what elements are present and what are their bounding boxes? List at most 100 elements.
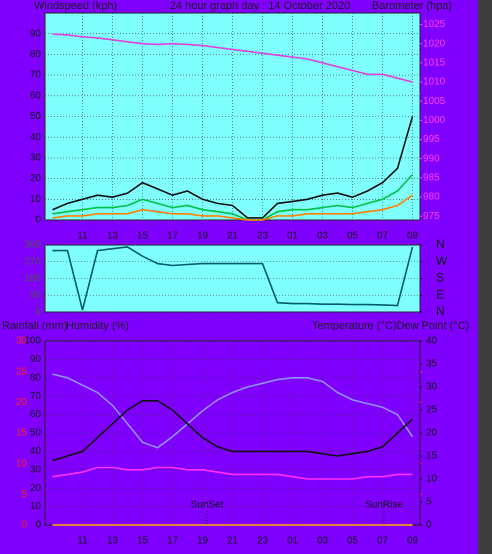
y2-tick-label: N	[436, 237, 445, 251]
y2-tick-label: N	[436, 304, 445, 318]
y-tick-label: 80	[30, 49, 42, 60]
y2-tick-label: 35	[426, 359, 438, 370]
y2-tick-label: 1015	[423, 57, 446, 68]
y-tick-label: 20	[30, 483, 42, 494]
y2-tick-label: 1000	[423, 115, 446, 126]
y-tick-label: 40	[30, 446, 42, 457]
y2-tick-label: 985	[423, 172, 440, 183]
y2-tick-label: 25	[426, 405, 438, 416]
side-strip	[478, 0, 492, 554]
x-tick-label: 13	[107, 536, 119, 547]
x-tick-label: 23	[257, 231, 269, 242]
y-tick-label: 90	[30, 354, 42, 365]
y-tick-label: 50	[30, 111, 42, 122]
y2-tick-label: 10	[426, 474, 438, 485]
y-tick-label: 180	[24, 273, 41, 284]
x-tick-label: 17	[167, 536, 179, 547]
y2-tick-label: 995	[423, 134, 440, 145]
y-tick-label: 270	[24, 256, 41, 267]
x-tick-label: 07	[377, 536, 389, 547]
y-tick-label: 30	[30, 464, 42, 475]
series-line	[52, 246, 414, 311]
y3-tick-label: 30	[16, 336, 28, 347]
y-tick-label: 90	[30, 28, 42, 39]
y-tick-label: 0	[35, 215, 41, 226]
x-tick-label: 21	[227, 231, 239, 242]
y2-label: Barometer (hpa)	[372, 0, 452, 12]
chart-title: 24 hour graph day : 14 October 2020	[170, 0, 350, 12]
x-tick-label: 09	[407, 231, 419, 242]
y2-tick-label: 1010	[423, 77, 446, 88]
series-line	[52, 373, 414, 449]
x-tick-label: 05	[347, 231, 359, 242]
y2-tick-label: 15	[426, 451, 438, 462]
y2-tick-label: 1025	[423, 19, 446, 30]
y-tick-label: 10	[30, 194, 42, 205]
y2-tick-label: 20	[426, 428, 438, 439]
y2-tick-label: 5	[426, 497, 432, 508]
y-label: Windspeed (kph)	[34, 0, 117, 12]
series-line	[52, 173, 414, 221]
y-tick-label: 40	[30, 132, 42, 143]
y-tick-label: 60	[30, 90, 42, 101]
series-line	[52, 116, 414, 219]
y2-tick-label: 980	[423, 192, 440, 203]
y-tick-label: 10	[30, 501, 42, 512]
x-tick-label: 01	[287, 231, 299, 242]
y3-tick-label: 0	[21, 520, 27, 531]
x-tick-label: 23	[257, 536, 269, 547]
y2-label: Temperature (°C)Dew Point (°C)	[312, 320, 469, 332]
y2-tick-label: 990	[423, 153, 440, 164]
y3-tick-label: 10	[16, 458, 28, 469]
x-tick-label: 15	[137, 536, 149, 547]
x-tick-label: 07	[377, 231, 389, 242]
series-line	[52, 33, 413, 83]
y-tick-label: 20	[30, 173, 42, 184]
y-label: Humidity (%)	[66, 320, 129, 332]
y2-tick-label: 40	[426, 336, 438, 347]
y-tick-label: 90	[30, 290, 42, 301]
x-tick-label: 17	[167, 231, 179, 242]
annotation: SunSet	[191, 500, 224, 511]
y2-tick-label: W	[436, 254, 448, 268]
y3-label: Rainfall (mm)	[2, 320, 67, 332]
y2-tick-label: 0	[426, 520, 432, 531]
y3-tick-label: 15	[16, 428, 28, 439]
y3-tick-label: 20	[16, 397, 28, 408]
y-tick-label: 60	[30, 409, 42, 420]
y2-tick-label: 30	[426, 382, 438, 393]
x-tick-label: 13	[107, 231, 119, 242]
y-tick-label: 70	[30, 70, 42, 81]
x-tick-label: 19	[197, 231, 209, 242]
y-tick-label: 80	[30, 372, 42, 383]
y-tick-label: 100	[24, 336, 41, 347]
y-tick-label: 50	[30, 428, 42, 439]
x-tick-label: 03	[317, 231, 329, 242]
x-tick-label: 15	[137, 231, 149, 242]
y2-tick-label: E	[436, 287, 444, 301]
x-tick-label: 09	[407, 536, 419, 547]
x-tick-label: 05	[347, 536, 359, 547]
series-line	[52, 194, 413, 221]
annotation: SunRise	[365, 500, 403, 511]
x-tick-label: 19	[197, 536, 209, 547]
series-line	[52, 466, 413, 480]
x-tick-label: 11	[77, 536, 88, 547]
y3-tick-label: 5	[21, 489, 27, 500]
y2-tick-label: S	[436, 271, 444, 285]
y2-tick-label: 1020	[423, 38, 446, 49]
y-tick-label: 0	[35, 520, 41, 531]
y-tick-label: 0	[35, 307, 41, 318]
y2-tick-label: 975	[423, 211, 440, 222]
x-tick-label: 21	[227, 536, 239, 547]
y-tick-label: 70	[30, 391, 42, 402]
y-tick-label: 30	[30, 153, 42, 164]
series-line	[52, 400, 414, 462]
x-tick-label: 03	[317, 536, 329, 547]
x-tick-label: 11	[77, 231, 88, 242]
y-tick-label: 360	[24, 240, 41, 251]
y2-tick-label: 1005	[423, 96, 446, 107]
x-tick-label: 01	[287, 536, 299, 547]
y3-tick-label: 25	[16, 366, 28, 377]
